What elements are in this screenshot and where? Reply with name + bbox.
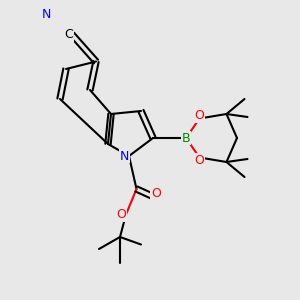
Text: O: O — [195, 154, 204, 167]
Text: O: O — [195, 109, 204, 122]
Text: O: O — [117, 208, 126, 221]
Text: N: N — [120, 149, 129, 163]
Text: B: B — [182, 131, 190, 145]
Text: O: O — [151, 187, 161, 200]
Text: C: C — [64, 28, 74, 41]
Text: N: N — [42, 8, 51, 22]
